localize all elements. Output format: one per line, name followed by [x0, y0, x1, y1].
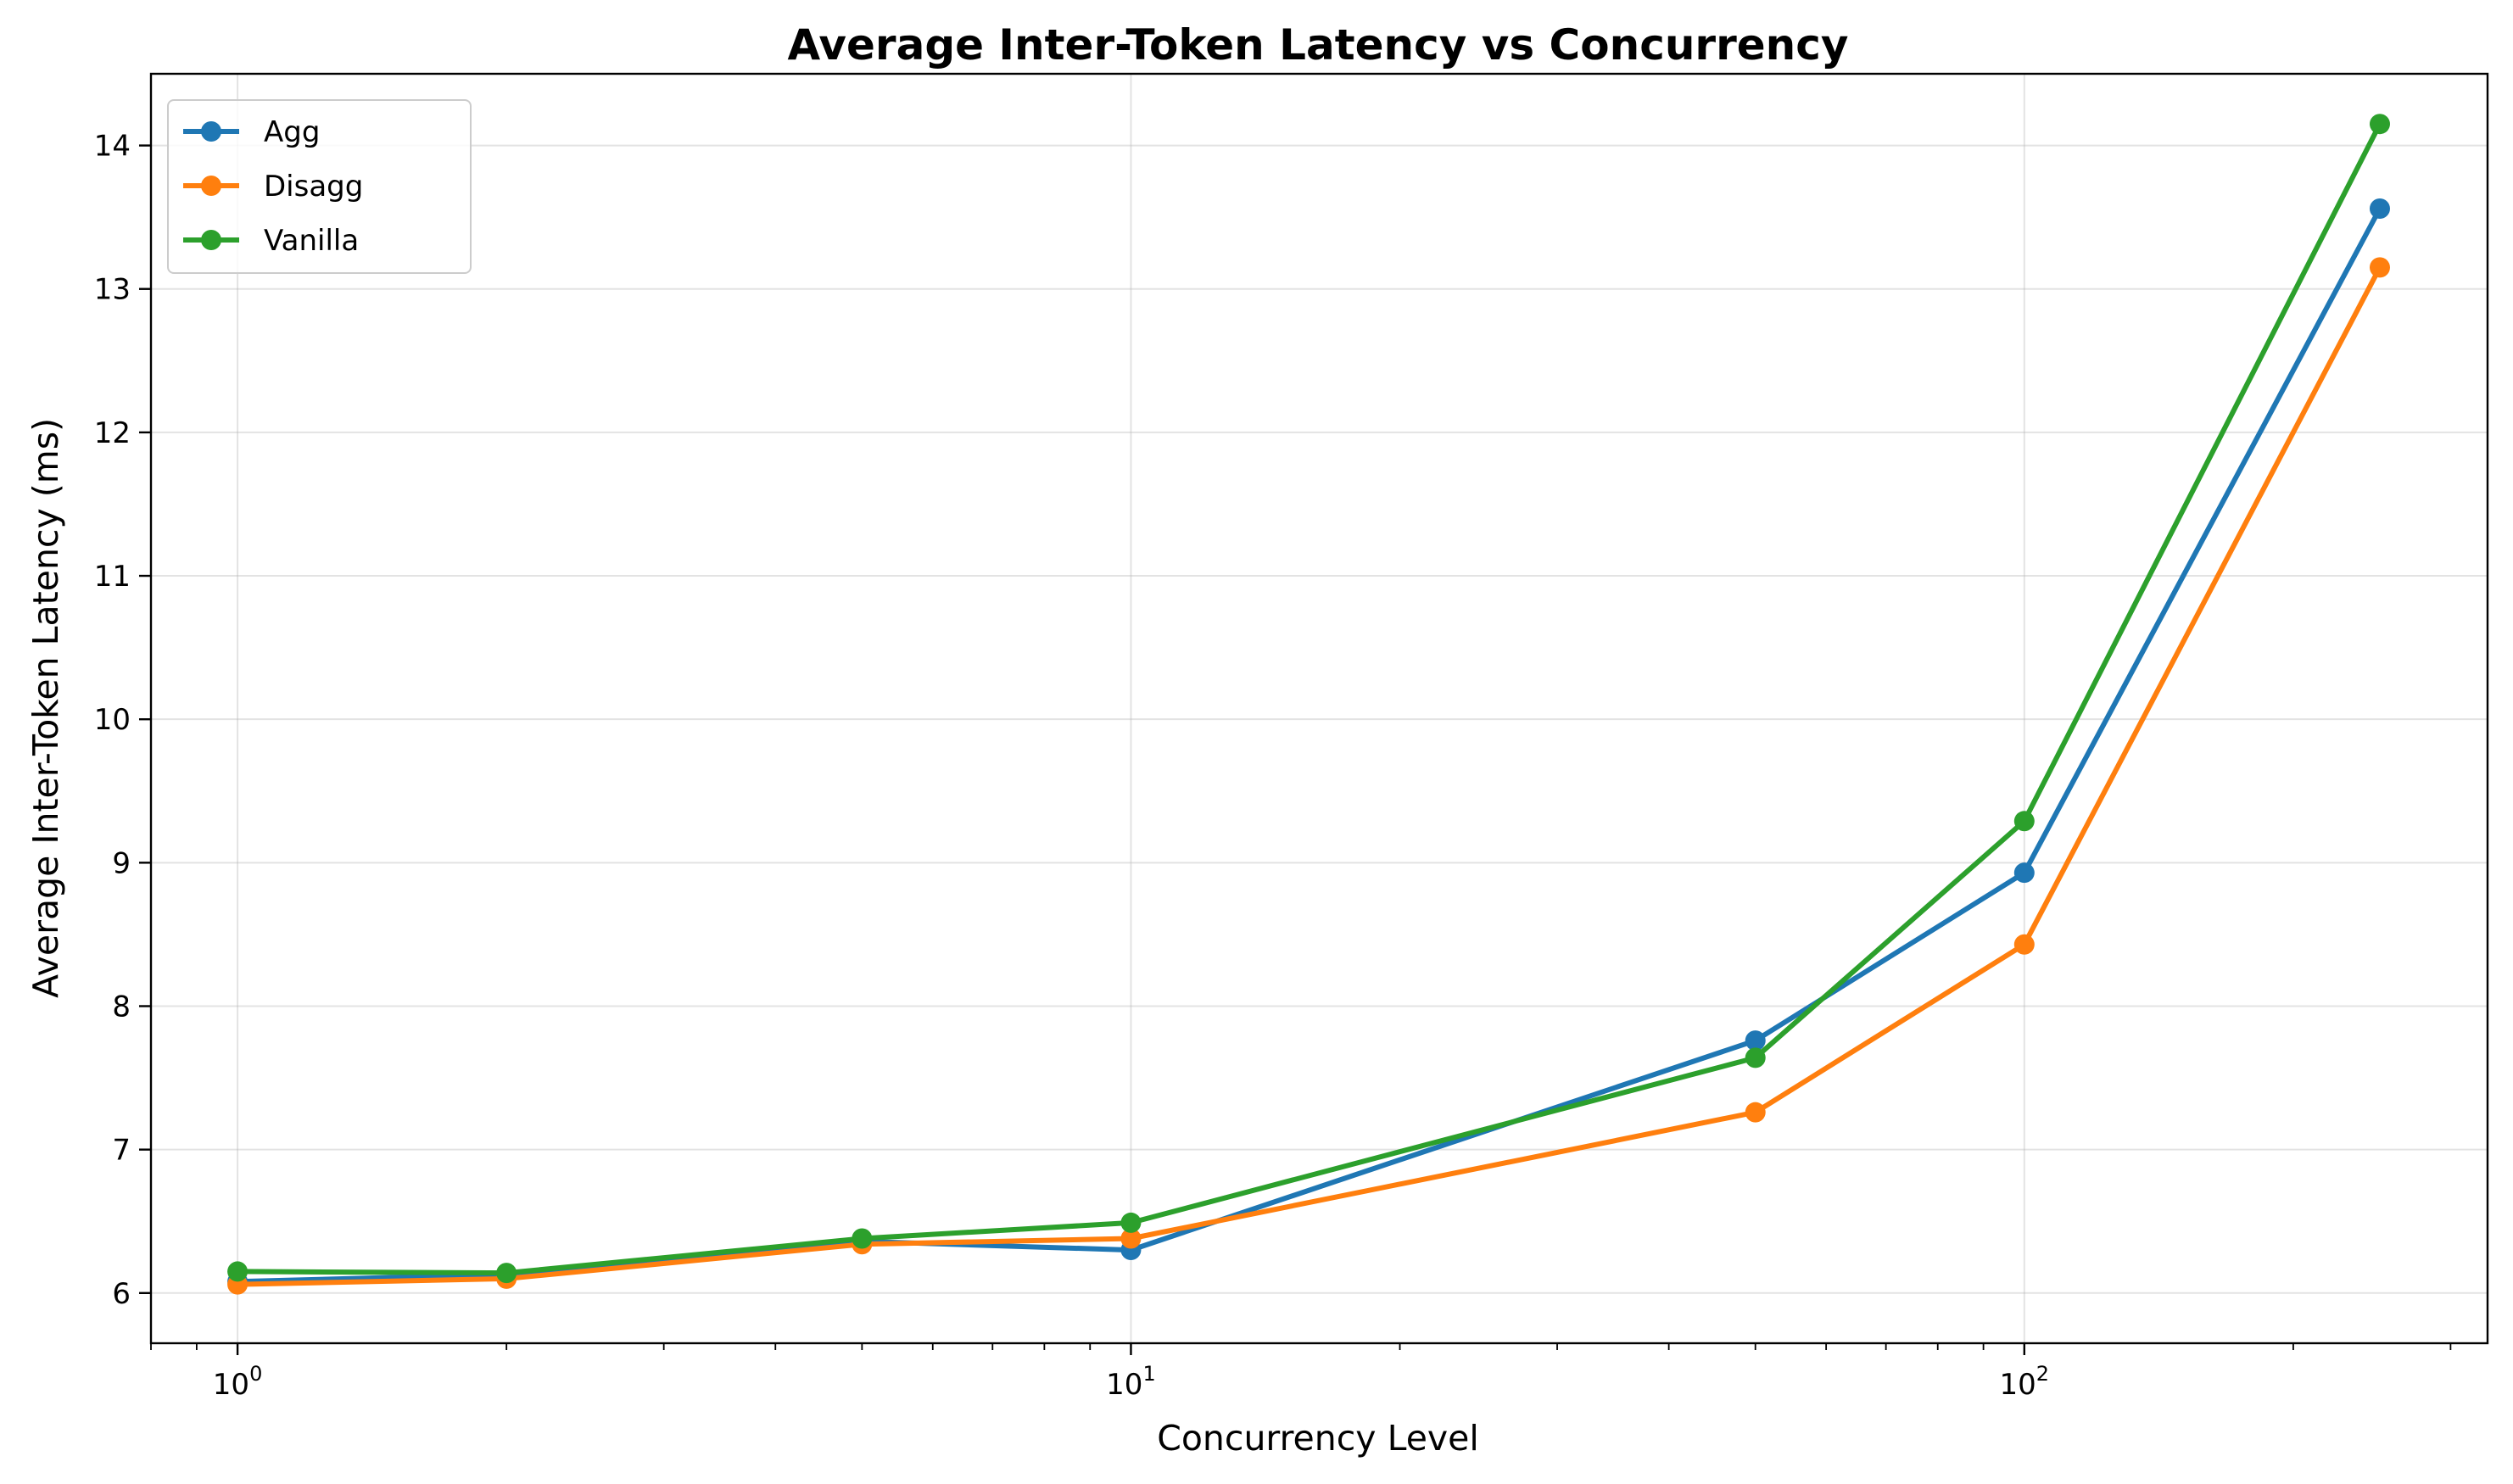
y-tick-label: 13 [94, 273, 131, 307]
y-axis-ticks: 6 7 8 9 10 11 12 13 14 [94, 130, 151, 1311]
legend-box [167, 99, 472, 274]
data-point-vanilla [1745, 1047, 1766, 1068]
y-tick-label: 12 [94, 416, 131, 450]
y-axis-label: Average Inter-Token Latency (ms) [25, 418, 66, 998]
grid [151, 74, 2488, 1343]
legend-marker-disagg [201, 176, 221, 196]
series-group [227, 114, 2390, 1295]
y-tick-label: 14 [94, 130, 131, 164]
data-point-vanilla [496, 1263, 517, 1284]
data-point-vanilla [2013, 811, 2035, 832]
data-point-vanilla [1120, 1212, 1142, 1233]
data-point-disagg [2013, 934, 2035, 955]
x-tick-label: 102 [2000, 1362, 2050, 1402]
y-tick-label: 6 [112, 1277, 131, 1311]
legend-label-vanilla: Vanilla [264, 224, 359, 258]
y-tick-label: 9 [112, 846, 131, 880]
data-point-vanilla [2369, 114, 2390, 135]
legend: Agg Disagg Vanilla [167, 99, 472, 274]
x-axis-ticks: 100 101 102 [150, 1343, 2452, 1402]
data-point-disagg [1745, 1102, 1766, 1123]
x-tick-label: 100 [213, 1362, 263, 1402]
data-point-agg [1745, 1030, 1766, 1052]
x-tick-label: 101 [1106, 1362, 1156, 1402]
data-point-disagg [1120, 1228, 1142, 1249]
y-tick-label: 11 [94, 560, 131, 594]
y-tick-label: 7 [112, 1134, 131, 1168]
legend-label-disagg: Disagg [264, 170, 363, 204]
data-point-agg [2013, 862, 2035, 884]
data-point-vanilla [227, 1261, 249, 1282]
y-tick-label: 8 [112, 990, 131, 1024]
legend-label-agg: Agg [264, 115, 320, 149]
chart-title: Average Inter-Token Latency vs Concurren… [788, 20, 1849, 70]
data-point-agg [2369, 198, 2390, 220]
legend-marker-vanilla [201, 230, 221, 250]
y-tick-label: 10 [94, 703, 131, 737]
legend-marker-agg [201, 121, 221, 142]
data-point-disagg [2369, 257, 2390, 278]
x-axis-label: Concurrency Level [1157, 1418, 1479, 1459]
data-point-vanilla [852, 1228, 873, 1249]
plot-frame [149, 72, 2489, 1345]
